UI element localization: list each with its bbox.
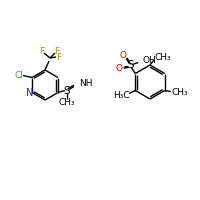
Text: S: S <box>64 86 70 96</box>
Text: Cl: Cl <box>15 71 23 80</box>
Text: NH: NH <box>79 79 92 88</box>
Text: CH₃: CH₃ <box>171 88 188 97</box>
Text: CH₃: CH₃ <box>155 52 171 62</box>
Text: S: S <box>127 60 134 71</box>
Text: H₃C: H₃C <box>113 91 130 100</box>
Text: F: F <box>39 46 45 55</box>
Text: CH₃: CH₃ <box>59 98 75 107</box>
Text: OH: OH <box>142 56 156 65</box>
Text: F: F <box>54 46 60 55</box>
Text: O: O <box>120 51 127 60</box>
Text: O: O <box>116 64 123 73</box>
Text: N: N <box>26 88 34 98</box>
Text: F: F <box>56 52 62 62</box>
